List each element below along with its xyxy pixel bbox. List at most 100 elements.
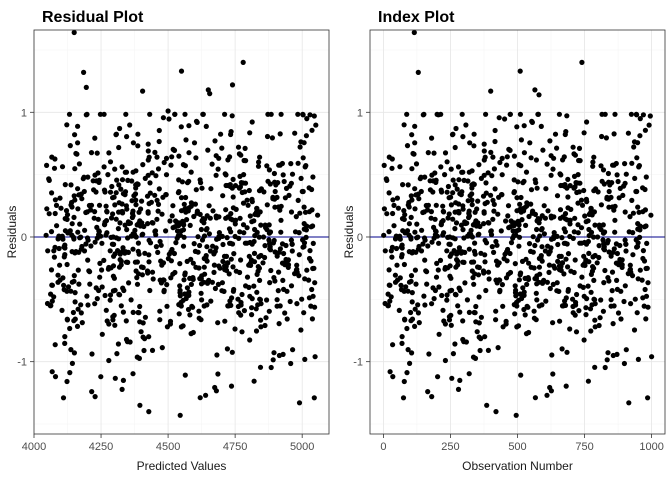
index-plot-data-point	[622, 237, 628, 243]
residual-plot-data-point	[236, 310, 242, 316]
index-plot-data-point	[485, 170, 491, 176]
index-plot-data-point	[412, 229, 418, 235]
residual-plot-data-point	[258, 252, 264, 259]
index-plot-data-point	[581, 293, 587, 299]
residual-plot-data-point	[104, 208, 110, 214]
index-plot-data-point	[409, 290, 415, 296]
residual-plot-y-tick-label: 0	[21, 232, 27, 244]
residual-plot-data-point	[157, 317, 163, 323]
index-plot-data-point	[554, 193, 561, 199]
index-plot-data-point	[645, 304, 651, 310]
index-plot-data-point	[401, 288, 407, 294]
index-plot-data-point	[581, 130, 587, 136]
index-plot-data-point	[534, 281, 540, 287]
residual-plot-data-point	[148, 199, 154, 205]
index-plot-data-point	[475, 272, 482, 278]
residual-plot-data-point	[150, 276, 156, 282]
index-plot-data-point	[492, 138, 498, 145]
index-plot-data-point	[406, 232, 412, 238]
residual-plot-data-point	[146, 259, 152, 265]
residual-plot-data-point	[220, 193, 226, 199]
index-plot-data-point	[576, 308, 582, 314]
index-plot-data-point	[576, 189, 582, 195]
index-plot-data-point	[629, 160, 635, 166]
index-plot-x-axis-title: Observation Number	[462, 459, 573, 473]
index-plot-data-point	[450, 177, 456, 183]
residual-plot-data-point	[212, 248, 218, 254]
index-plot-data-point	[445, 215, 451, 221]
index-plot-data-point	[549, 352, 555, 358]
residual-plot-data-point	[309, 127, 315, 133]
index-plot-data-point	[390, 374, 396, 380]
index-plot-data-point	[408, 278, 414, 284]
index-plot-data-point	[481, 141, 487, 147]
residual-plot-data-point	[289, 248, 295, 254]
index-plot-data-point	[404, 370, 410, 376]
residual-plot-data-point	[52, 342, 58, 348]
residual-plot-data-point	[125, 177, 131, 183]
index-plot-data-point	[544, 161, 550, 167]
residual-plot-data-point	[113, 190, 119, 196]
residual-plot-data-point	[213, 153, 219, 159]
index-plot-data-point	[460, 227, 466, 233]
index-plot-data-point	[381, 232, 387, 238]
residual-plot-data-point	[181, 222, 187, 228]
residual-plot-data-point	[275, 288, 281, 294]
index-plot-data-point	[588, 328, 594, 334]
index-plot-data-point	[491, 249, 497, 255]
index-plot-data-point	[415, 69, 421, 75]
index-plot-data-point	[407, 360, 413, 366]
index-plot-data-point	[389, 244, 395, 250]
index-plot-data-point	[404, 143, 411, 149]
residual-plot-data-point	[258, 222, 264, 228]
residual-plot-data-point	[81, 69, 87, 75]
residual-plot-data-point	[271, 170, 277, 177]
index-plot-data-point	[516, 234, 523, 240]
residual-plot-data-point	[304, 267, 310, 273]
residual-plot-data-point	[159, 211, 165, 217]
residual-plot-data-point	[209, 161, 215, 167]
index-plot-data-point	[592, 222, 598, 228]
index-plot-data-point	[591, 296, 597, 302]
residual-plot-data-point	[164, 303, 170, 309]
index-plot-data-point	[451, 248, 457, 254]
index-plot-data-point	[441, 318, 447, 324]
index-plot-data-point	[391, 223, 397, 229]
index-plot-data-point	[411, 29, 417, 36]
index-plot-data-point	[481, 209, 487, 215]
residual-plot-data-point	[312, 304, 318, 310]
residual-plot-x-ticks: 4000 4250 4500 4750 5000	[22, 434, 314, 453]
residual-plot-data-point	[142, 250, 148, 256]
index-plot-data-point	[517, 206, 523, 212]
index-plot-data-point	[386, 229, 392, 235]
residual-plot-data-point	[226, 302, 233, 308]
residual-plot-data-point	[186, 150, 192, 156]
residual-plot-data-point	[266, 308, 272, 314]
residual-plot-data-point	[154, 154, 160, 160]
residual-plot-data-point	[256, 234, 262, 240]
index-plot-data-point	[401, 208, 407, 214]
index-plot-data-point	[617, 242, 623, 249]
residual-plot-data-point	[223, 207, 229, 213]
index-plot-data-point	[513, 293, 519, 299]
index-plot-data-point	[534, 297, 540, 303]
index-plot-data-point	[575, 230, 581, 236]
index-plot-data-point	[550, 371, 556, 377]
residual-plot-data-point	[109, 183, 115, 190]
residual-plot-data-point	[192, 201, 198, 207]
index-plot-data-point	[447, 241, 453, 247]
residual-plot-data-point	[195, 234, 201, 240]
residual-plot-data-point	[56, 245, 62, 252]
index-plot-data-point	[398, 244, 404, 250]
index-plot-data-point	[630, 210, 637, 216]
residual-plot-data-point	[110, 317, 116, 323]
index-plot-data-point	[493, 317, 499, 323]
residual-plot-data-point	[164, 282, 170, 288]
index-plot-data-point	[482, 237, 488, 243]
index-plot-data-point	[466, 210, 472, 216]
residual-plot-data-point	[255, 163, 262, 169]
residual-plot-data-point	[243, 158, 249, 164]
residual-plot-title: Residual Plot	[42, 9, 144, 26]
index-plot-data-point	[432, 232, 438, 238]
residual-plot-data-point	[61, 244, 67, 250]
